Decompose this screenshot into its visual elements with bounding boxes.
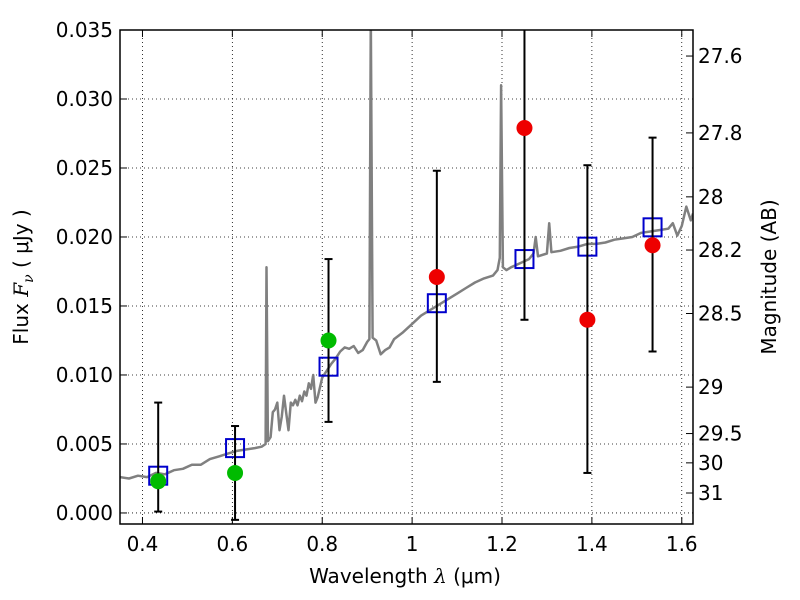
y-axis-label: Flux Fν ( μJy ) — [9, 209, 37, 344]
y-tick-label: 0.010 — [56, 363, 113, 387]
right-y-axis-label: Magnitude (AB) — [757, 199, 781, 354]
observed-point — [516, 119, 533, 136]
right-y-tick-label: 30 — [698, 451, 723, 475]
x-tick-label: 1.4 — [576, 532, 608, 556]
right-y-tick-label: 28.2 — [698, 238, 743, 262]
x-tick-label: 1.6 — [666, 532, 698, 556]
right-y-tick-label: 27.8 — [698, 121, 743, 145]
y-tick-label: 0.030 — [56, 87, 113, 111]
observed-point — [579, 311, 596, 328]
right-y-tick-label: 28 — [698, 185, 723, 209]
right-y-tick-label: 29.5 — [698, 422, 743, 446]
right-y-tick-label: 31 — [698, 481, 723, 505]
observed-point — [320, 332, 337, 349]
right-y-tick-label: 29 — [698, 375, 723, 399]
x-tick-label: 0.8 — [306, 532, 338, 556]
grid-lines — [120, 29, 693, 524]
spectrum-line — [120, 30, 693, 480]
y-tick-label: 0.005 — [56, 432, 113, 456]
y-tick-label: 0.025 — [56, 156, 113, 180]
x-axis-label: Wavelength λ (μm) — [309, 564, 501, 588]
x-tick-label: 0.6 — [216, 532, 248, 556]
x-tick-label: 1.2 — [486, 532, 518, 556]
plot-area — [120, 30, 693, 521]
axis-ticks: 0.4 0.6 0.8 1 1.2 1.4 1.6 0.000 0.005 0.010 0.015 0… — [56, 18, 743, 556]
observed-point — [644, 237, 661, 254]
x-tick-label: 0.4 — [127, 532, 159, 556]
y-tick-label: 0.000 — [56, 501, 113, 525]
x-tick-label: 1 — [406, 532, 419, 556]
right-y-tick-label: 27.6 — [698, 44, 743, 68]
y-tick-label: 0.015 — [56, 294, 113, 318]
observed-point — [227, 464, 244, 481]
observed-point — [150, 473, 167, 490]
y-tick-label: 0.035 — [56, 18, 113, 42]
observed-point — [428, 269, 445, 285]
plot-frame — [119, 29, 694, 525]
right-y-tick-label: 28.5 — [698, 302, 743, 326]
y-tick-label: 0.020 — [56, 225, 113, 249]
